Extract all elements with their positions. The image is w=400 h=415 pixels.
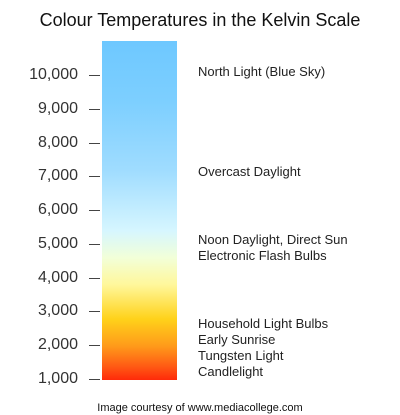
tick-label: 5,000 [37,234,78,252]
tick-mark [89,311,100,312]
tick-label: 4,000 [37,268,78,286]
tick-mark [89,176,100,177]
light-source-label: Noon Daylight, Direct Sun [198,232,348,247]
tick-label: 9,000 [37,99,78,117]
tick-mark [89,345,100,346]
diagram-title: Colour Temperatures in the Kelvin Scale [39,10,361,30]
tick-mark [89,379,100,380]
tick-mark [89,210,100,211]
tick-label: 3,000 [37,302,78,320]
tick-mark [89,109,100,110]
tick-label: 2,000 [37,336,78,354]
tick-label: 7,000 [37,167,78,185]
tick-label: 6,000 [37,201,78,219]
tick-label: 10,000 [29,66,78,83]
kelvin-gradient-bar [102,41,177,380]
light-source-label: Household Light Bulbs [198,316,329,331]
light-source-label: Tungsten Light [198,348,284,363]
tick-mark [89,244,100,245]
tick-mark [89,75,100,76]
tick-label: 8,000 [37,133,78,151]
light-source-label: Overcast Daylight [198,164,301,179]
tick-mark [89,278,100,279]
light-source-label: North Light (Blue Sky) [198,64,326,79]
light-source-label: Electronic Flash Bulbs [198,248,327,263]
image-credit: Image courtesy of www.mediacollege.com [97,402,303,414]
light-source-label: Candlelight [198,364,264,379]
tick-label: 1,000 [37,370,78,387]
tick-mark [89,143,100,144]
light-source-label: Early Sunrise [198,332,276,347]
